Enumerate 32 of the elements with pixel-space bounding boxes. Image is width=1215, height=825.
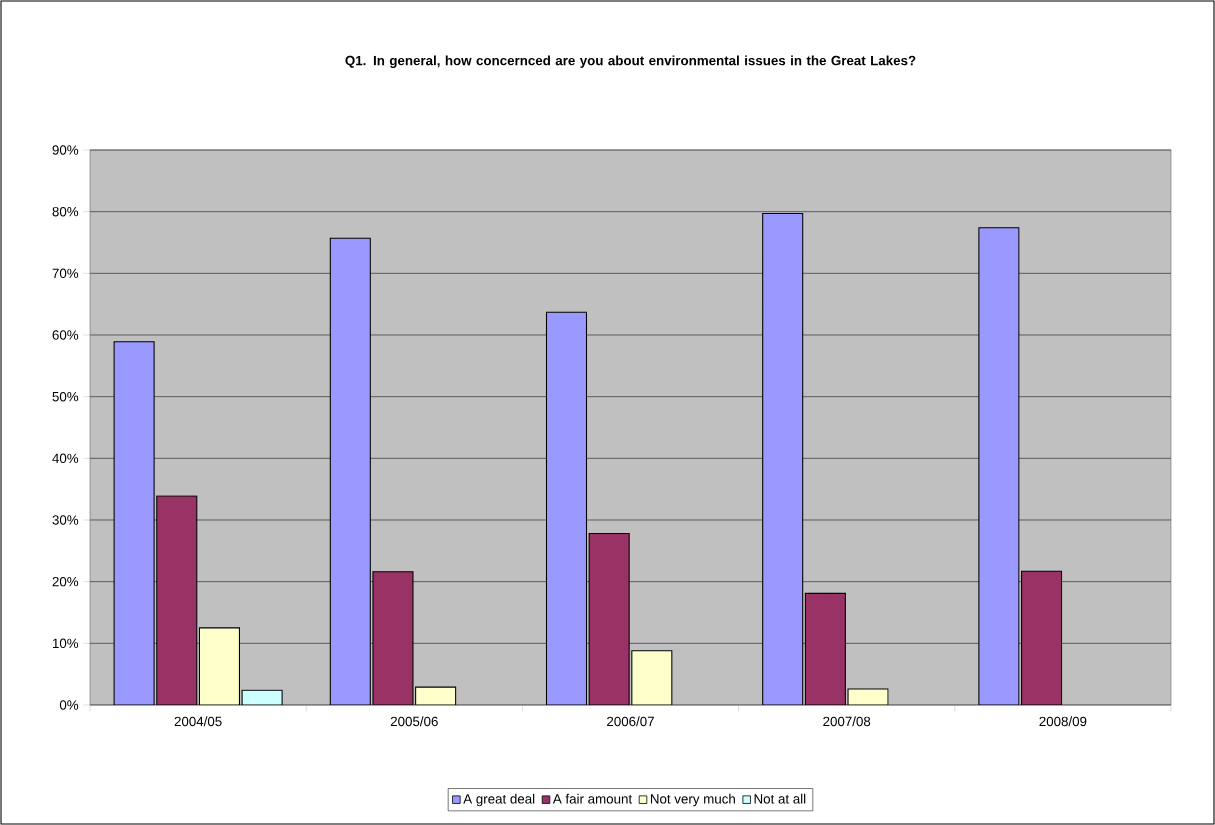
legend-label: Not at all	[754, 793, 806, 804]
y-tick-label: 50%	[52, 391, 79, 402]
y-tick-label: 40%	[52, 453, 79, 464]
x-tick-label: 2004/05	[174, 716, 222, 727]
y-tick-label: 60%	[52, 330, 79, 340]
y-tick-label: 90%	[52, 145, 79, 155]
bar	[113, 341, 155, 705]
legend-label: A fair amount	[552, 793, 633, 804]
bar	[545, 311, 588, 705]
x-tick-label: 2005/06	[390, 716, 438, 727]
bar	[631, 650, 673, 705]
x-tick-label: 2008/09	[1039, 716, 1087, 727]
bar	[978, 227, 1020, 705]
bar	[804, 592, 846, 705]
y-tick-label: 10%	[52, 638, 79, 649]
bar	[156, 495, 198, 705]
bar	[762, 212, 804, 705]
x-tick-label: 2007/08	[823, 716, 871, 727]
y-tick-label: 80%	[52, 206, 79, 217]
bar	[588, 533, 630, 705]
y-tick-label: 30%	[52, 515, 79, 525]
bar	[1021, 570, 1063, 705]
y-tick-label: 70%	[52, 268, 79, 279]
bar	[329, 237, 371, 705]
chart-title: Q1. In general, how concernced are you about environmental issues in the Great Lakes?	[345, 55, 916, 68]
legend-label: Not very much	[650, 793, 735, 807]
bar	[372, 571, 414, 705]
bar	[198, 627, 240, 705]
legend-label: A great deal	[463, 793, 535, 807]
y-tick-label: 20%	[52, 576, 79, 587]
x-tick-label: 2006/07	[607, 716, 654, 727]
y-tick-label: 0%	[59, 700, 79, 710]
